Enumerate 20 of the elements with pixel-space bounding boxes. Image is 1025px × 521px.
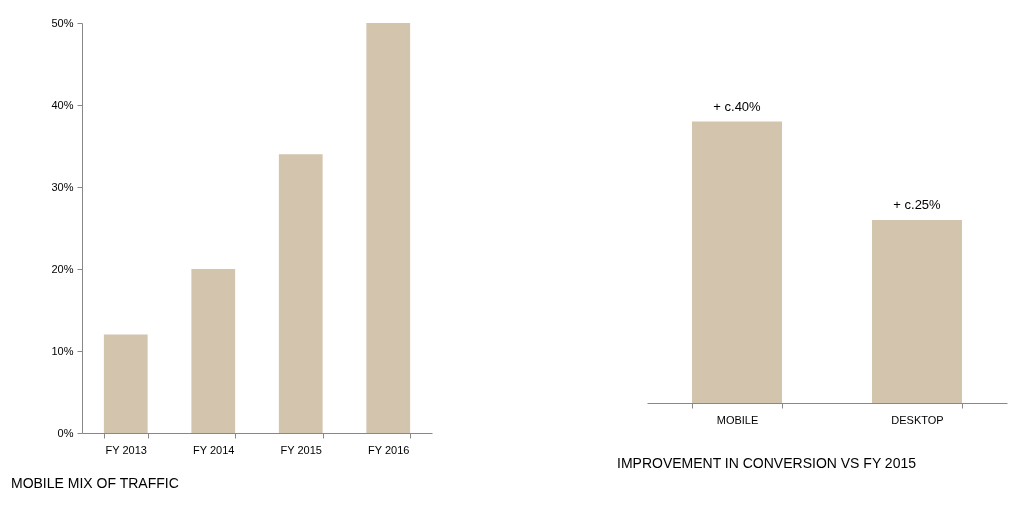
- text: MOBILE MIX OF TRAFFIC: [10, 475, 179, 491]
- bar: [191, 269, 236, 433]
- x-tick-label: FY 2015: [280, 443, 322, 456]
- x-tick-label: DESKTOP: [891, 413, 944, 426]
- annotation: + c.25%: [893, 197, 942, 213]
- x-tick-label: FY 2014: [193, 443, 235, 456]
- y-tick-label: 0%: [57, 426, 74, 439]
- y-tick-label: 20%: [51, 262, 74, 275]
- y-tick-label: 40%: [51, 98, 74, 111]
- bar: [278, 154, 323, 433]
- bar: [103, 334, 148, 433]
- y-tick-label: 10%: [51, 344, 74, 357]
- x-tick-label: FY 2013: [105, 443, 147, 456]
- text: IMPROVEMENT IN CONVERSION VS FY 2015: [617, 455, 917, 471]
- x-tick-label: MOBILE: [716, 413, 759, 426]
- x-tick-label: FY 2016: [368, 443, 410, 456]
- y-tick-label: 50%: [51, 16, 74, 29]
- bar: [366, 23, 411, 433]
- y-tick-label: 30%: [51, 180, 74, 193]
- annotation: + c.40%: [713, 98, 762, 114]
